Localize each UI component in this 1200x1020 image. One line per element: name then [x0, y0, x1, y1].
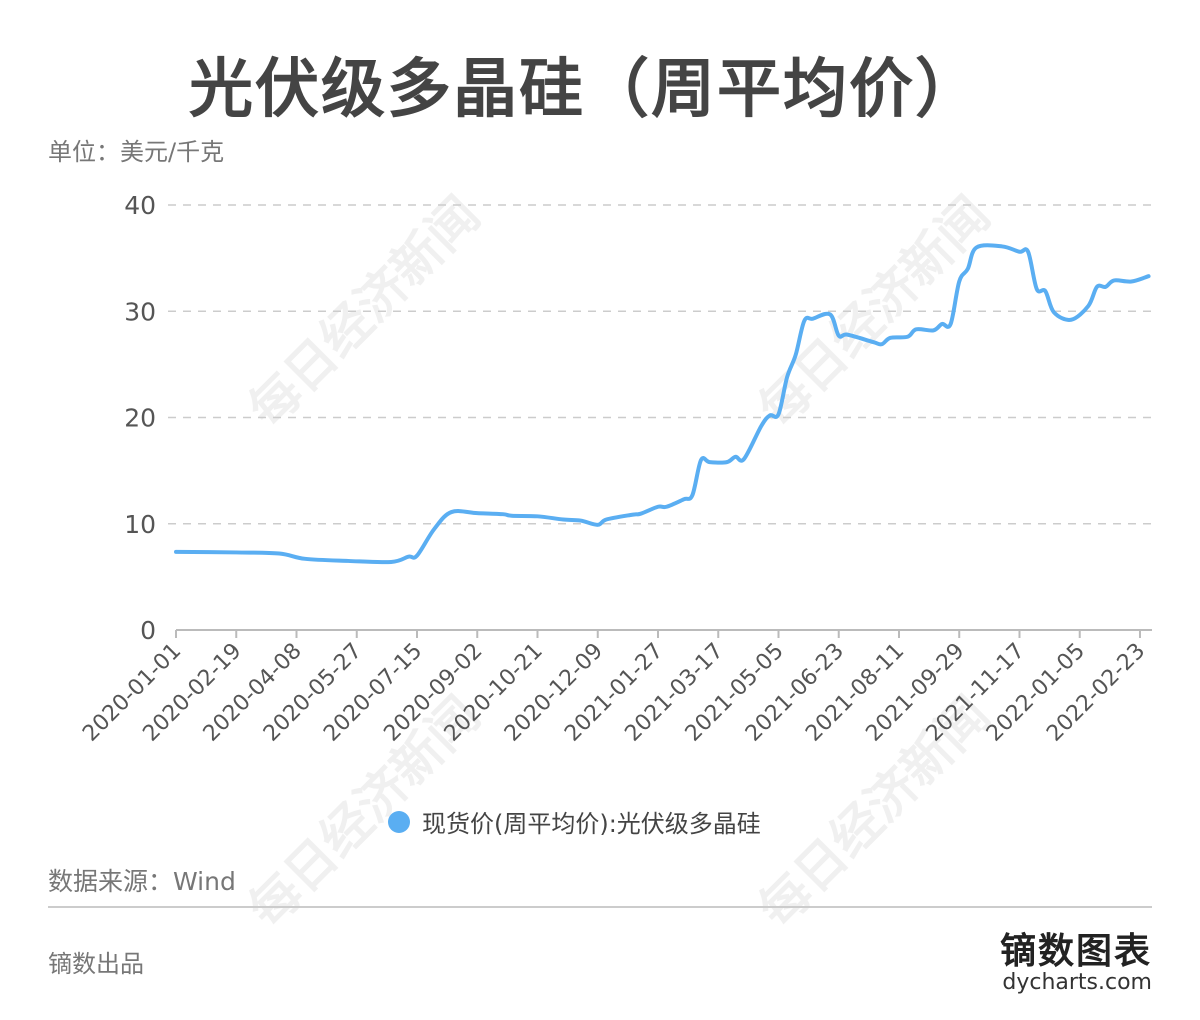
legend-marker — [388, 810, 410, 833]
logo: 镝数图表 dycharts.com — [1000, 922, 1152, 995]
legend-label: 现货价(周平均价):光伏级多晶硅 — [422, 810, 761, 838]
unit-label: 单位：美元/千克 — [48, 138, 225, 166]
divider — [48, 906, 1152, 908]
y-tick-label: 30 — [124, 297, 156, 326]
y-tick-label: 10 — [124, 510, 156, 539]
chart-title: 光伏级多晶硅（周平均价） — [189, 53, 981, 127]
legend: 现货价(周平均价):光伏级多晶硅 — [388, 804, 761, 839]
y-tick-label: 20 — [124, 404, 156, 433]
y-tick-label: 0 — [140, 616, 156, 645]
data-source: 数据来源：Wind — [48, 867, 236, 896]
credit: 镝数出品 — [48, 950, 144, 978]
series-line — [174, 243, 1151, 565]
logo-text: 镝数图表 — [999, 930, 1152, 972]
y-tick-label: 40 — [124, 191, 156, 220]
logo-url: dycharts.com — [1002, 970, 1152, 995]
